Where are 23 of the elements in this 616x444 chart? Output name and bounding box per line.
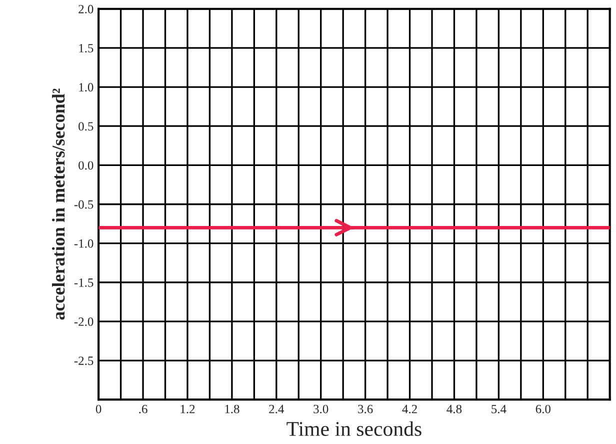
y-tick-label: 2.0 xyxy=(78,4,94,14)
y-axis-title: acceleration in meters/second² xyxy=(52,88,65,320)
y-tick-label: -2.0 xyxy=(74,317,94,326)
x-tick-label: .6 xyxy=(139,404,148,414)
y-tick-label: 0.0 xyxy=(78,161,94,170)
y-tick-label: -0.5 xyxy=(74,200,94,209)
x-tick-label: 3.0 xyxy=(314,404,328,414)
x-axis-title: Time in seconds xyxy=(286,421,422,436)
x-tick-label: 6.0 xyxy=(536,404,550,414)
y-tick-label: -1.0 xyxy=(74,239,94,248)
x-tick-label: 1.8 xyxy=(225,404,240,414)
y-tick-label: 1.5 xyxy=(79,44,94,52)
y-tick-label: 1.0 xyxy=(79,83,94,92)
x-tick-label: 3.6 xyxy=(358,404,373,414)
y-tick-label: -2.5 xyxy=(74,356,94,366)
x-tick-label: 0 xyxy=(96,404,102,414)
x-tick-label: 4.8 xyxy=(446,404,462,414)
x-tick-label: 1.2 xyxy=(180,404,195,414)
y-tick-label: -1.5 xyxy=(74,278,94,287)
x-tick-label: 5.4 xyxy=(492,404,506,414)
x-tick-label: 4.2 xyxy=(402,404,417,414)
y-tick-label: 0.5 xyxy=(78,122,94,131)
x-tick-label: 2.4 xyxy=(269,404,284,414)
